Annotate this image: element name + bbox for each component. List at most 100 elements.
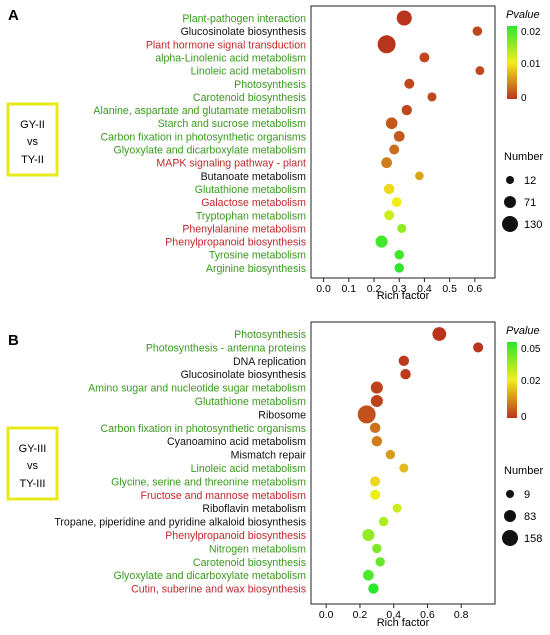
pathway-label: Nitrogen metabolism bbox=[209, 543, 306, 555]
data-points bbox=[375, 10, 485, 273]
data-point bbox=[370, 381, 383, 394]
plot-frame bbox=[310, 5, 496, 279]
size-legend-dot-medium bbox=[504, 510, 516, 522]
pathway-label: MAPK signaling pathway - plant bbox=[156, 158, 306, 170]
data-point bbox=[475, 66, 485, 76]
pathway-label: Photosynthesis - antenna proteins bbox=[146, 342, 306, 354]
x-tick-label: 0.0 bbox=[316, 283, 331, 295]
data-point bbox=[384, 210, 395, 221]
x-tick-label: 0.2 bbox=[353, 609, 368, 621]
data-point bbox=[375, 557, 385, 567]
pathway-label: Linoleic acid metabolism bbox=[191, 463, 307, 475]
pathway-label: Carotenoid biosynthesis bbox=[193, 557, 306, 569]
data-point bbox=[371, 435, 383, 447]
pathway-label: Plant hormone signal transduction bbox=[146, 39, 306, 51]
size-legend-dot-medium bbox=[504, 196, 516, 208]
x-axis-ticks: 0.0 0.1 0.2 0.3 0.4 0.5 0.6 bbox=[316, 278, 482, 295]
pathway-label: Glycine, serine and threonine metabolism bbox=[111, 476, 306, 488]
color-legend-tick-mid: 0.01 bbox=[521, 59, 541, 70]
color-legend-tick-bottom: 0 bbox=[521, 412, 527, 423]
size-legend-title: Number bbox=[504, 151, 543, 163]
data-point bbox=[473, 342, 484, 353]
data-point bbox=[357, 405, 376, 424]
pathway-label: Butanoate metabolism bbox=[201, 171, 307, 183]
data-point bbox=[432, 327, 447, 341]
color-legend-tick-top: 0.02 bbox=[521, 27, 541, 38]
data-point bbox=[375, 235, 388, 248]
pathway-label: Carbon fixation in photosynthetic organi… bbox=[100, 131, 306, 143]
color-legend-bar bbox=[507, 342, 517, 418]
pathway-label: Tyrosine metabolism bbox=[209, 250, 306, 262]
pathway-label: Glucosinolate biosynthesis bbox=[181, 369, 306, 381]
size-legend-label-medium: 83 bbox=[524, 511, 536, 523]
pathway-label: Glutathione metabolism bbox=[195, 184, 306, 196]
pathway-label: Tryptophan metabolism bbox=[196, 210, 306, 222]
data-point bbox=[401, 104, 412, 116]
data-point bbox=[362, 528, 375, 542]
data-point bbox=[370, 476, 381, 487]
size-legend-label-large: 158 bbox=[524, 533, 542, 545]
data-point bbox=[389, 144, 400, 155]
size-legend-label-small: 12 bbox=[524, 175, 536, 187]
data-point bbox=[385, 117, 398, 130]
x-axis-ticks: 0.0 0.2 0.4 0.6 0.8 bbox=[319, 604, 469, 621]
pathway-label: Plant-pathogen interaction bbox=[182, 13, 306, 25]
data-point bbox=[404, 78, 415, 89]
pathway-label: Ribosome bbox=[258, 409, 306, 421]
pathway-label: Photosynthesis bbox=[234, 79, 306, 91]
data-point bbox=[391, 197, 402, 208]
panel-label: A bbox=[8, 7, 19, 24]
size-legend-dot-small bbox=[506, 176, 514, 184]
data-point bbox=[370, 394, 383, 408]
pathway-label: Phenylpropanoid biosynthesis bbox=[165, 530, 306, 542]
x-axis-title: Rich factor bbox=[377, 290, 430, 302]
group-box bbox=[6, 102, 59, 177]
size-legend-label-large: 130 bbox=[524, 219, 542, 231]
size-legend-title: Number bbox=[504, 465, 543, 477]
data-point bbox=[397, 223, 407, 233]
data-point bbox=[400, 368, 411, 380]
pathway-label: alpha-Linolenic acid metabolism bbox=[155, 52, 306, 64]
x-tick-label: 0.4 bbox=[386, 609, 401, 621]
x-tick-label: 0.2 bbox=[367, 283, 382, 295]
group-label-line-2: vs bbox=[27, 136, 39, 148]
x-axis-title: Rich factor bbox=[377, 617, 430, 629]
pathway-label: DNA replication bbox=[233, 356, 306, 368]
data-point bbox=[419, 52, 430, 63]
panel-b: B GY-III vs TY-III PhotosynthesisPhotosy… bbox=[6, 321, 543, 629]
pathway-label: Photosynthesis bbox=[234, 329, 306, 341]
pathway-label: Carbon fixation in photosynthetic organi… bbox=[100, 423, 306, 435]
data-point bbox=[394, 249, 404, 260]
pathway-label: Glucosinolate biosynthesis bbox=[181, 26, 306, 38]
data-point bbox=[377, 35, 396, 54]
group-label-line-1: GY-III bbox=[19, 443, 47, 455]
size-legend-label-medium: 71 bbox=[524, 197, 536, 209]
color-legend-title: Pvalue bbox=[506, 9, 540, 21]
data-point bbox=[396, 10, 412, 26]
x-tick-label: 0.8 bbox=[454, 609, 469, 621]
panel-a: A GY-II vs TY-II Plant-pathogen interact… bbox=[6, 5, 543, 302]
data-point bbox=[381, 157, 393, 169]
pathway-label: Glutathione metabolism bbox=[195, 396, 306, 408]
group-label-line-3: TY-II bbox=[21, 154, 44, 166]
x-tick-label: 0.3 bbox=[392, 283, 407, 295]
size-legend-dot-large bbox=[502, 530, 518, 546]
data-point bbox=[368, 583, 379, 594]
pathway-label: Carotenoid biosynthesis bbox=[193, 92, 306, 104]
data-point bbox=[427, 92, 437, 102]
size-legend-label-small: 9 bbox=[524, 489, 530, 501]
size-legend-dot-small bbox=[506, 490, 514, 498]
x-tick-label: 0.5 bbox=[442, 283, 457, 295]
data-points bbox=[357, 327, 484, 594]
data-point bbox=[398, 355, 410, 367]
pathway-label: Glyoxylate and dicarboxylate metabolism bbox=[113, 145, 306, 157]
panel-label: B bbox=[8, 332, 19, 349]
pathway-label: Phenylpropanoid biosynthesis bbox=[165, 237, 306, 249]
data-point bbox=[415, 171, 424, 181]
color-legend-bar bbox=[507, 26, 517, 99]
x-tick-label: 0.6 bbox=[468, 283, 483, 295]
plot-frame bbox=[310, 321, 496, 605]
color-legend-tick-bottom: 0 bbox=[521, 93, 527, 104]
data-point bbox=[369, 422, 381, 434]
